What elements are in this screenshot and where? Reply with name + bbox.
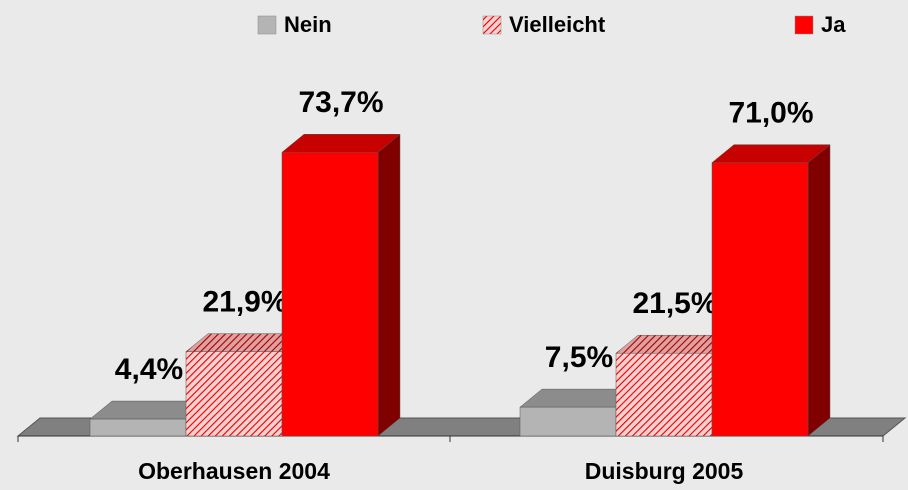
value-label: 4,4%	[115, 353, 183, 386]
value-label: 71,0%	[728, 97, 813, 130]
bar-side	[377, 133, 401, 437]
bar-side	[807, 144, 831, 437]
legend-swatch	[794, 15, 814, 35]
x-tick-label: Oberhausen 2004	[138, 458, 330, 484]
legend-label: Nein	[284, 12, 332, 37]
x-tick-label: Duisburg 2005	[585, 458, 744, 484]
legend-label: Ja	[821, 12, 846, 37]
bar	[89, 418, 187, 437]
legend-swatch	[257, 15, 277, 35]
bar	[519, 406, 617, 437]
legend-swatch	[482, 15, 502, 35]
value-label: 7,5%	[545, 341, 613, 374]
value-label: 73,7%	[298, 86, 383, 119]
bar	[185, 351, 283, 437]
bar	[711, 162, 809, 437]
bar	[281, 152, 379, 437]
value-label: 21,5%	[632, 287, 717, 320]
legend-label: Vielleicht	[509, 12, 606, 37]
value-label: 21,9%	[202, 286, 287, 319]
bar	[615, 352, 713, 437]
